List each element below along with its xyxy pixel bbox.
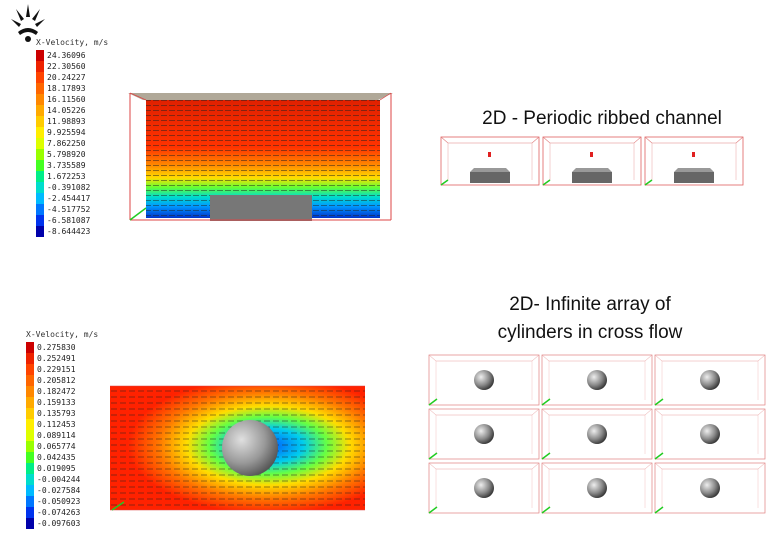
cylinder: [222, 420, 278, 476]
channel-rib: [210, 195, 312, 221]
bottom-legend-label: 0.112453: [37, 420, 76, 429]
bottom-legend-label: 0.205812: [37, 376, 76, 385]
top-legend-label: 1.672253: [47, 172, 86, 181]
bottom-legend-swatch: [26, 463, 34, 474]
top-legend-label: 11.98893: [47, 117, 86, 126]
top-legend-swatch: [36, 160, 44, 171]
top-legend-label: -2.454417: [47, 194, 91, 203]
top-legend-label: 20.24227: [47, 73, 86, 82]
top-legend-label: 18.17893: [47, 84, 86, 93]
channel-top-wall: [128, 93, 393, 100]
top-legend-swatch: [36, 116, 44, 127]
bottom-legend-swatch: [26, 386, 34, 397]
top-legend-label: -4.517752: [47, 205, 91, 214]
bottom-legend-label: 0.065774: [37, 442, 76, 451]
top-legend-swatch: [36, 149, 44, 160]
bottom-legend-label: 0.089114: [37, 431, 76, 440]
periodic-ribbed-channel-schematic: [440, 136, 744, 186]
bottom-legend-swatch: [26, 485, 34, 496]
top-legend-label: 24.36096: [47, 51, 86, 60]
university-logo: [11, 4, 45, 42]
bottom-legend-label: 0.159133: [37, 398, 76, 407]
top-legend-swatch: [36, 61, 44, 72]
bottom-legend-label: -0.004244: [37, 475, 81, 484]
bottom-legend-title: X-Velocity, m/s: [26, 330, 99, 339]
top-legend-swatch: [36, 204, 44, 215]
top-legend-swatch: [36, 182, 44, 193]
top-heading: 2D - Periodic ribbed channel: [482, 108, 722, 129]
bottom-legend-label: 0.252491: [37, 354, 76, 363]
top-legend-swatch: [36, 226, 44, 237]
cylinder-array-schematic: [428, 354, 766, 514]
bottom-legend-label: -0.050923: [37, 497, 81, 506]
bottom-legend-label: 0.135793: [37, 409, 76, 418]
bottom-legend-swatch: [26, 518, 34, 529]
top-legend-label: 5.798920: [47, 150, 86, 159]
top-legend-label: -6.581087: [47, 216, 91, 225]
top-legend-label: 7.862250: [47, 139, 86, 148]
bottom-legend-swatch: [26, 507, 34, 518]
bottom-legend-label: 0.229151: [37, 365, 76, 374]
bottom-legend-label: 0.019095: [37, 464, 76, 473]
bottom-legend-swatch: [26, 364, 34, 375]
top-legend-label: -8.644423: [47, 227, 91, 236]
bottom-legend-swatch: [26, 397, 34, 408]
top-legend-label: 9.925594: [47, 128, 86, 137]
bottom-legend-swatch: [26, 419, 34, 430]
bottom-heading-line1: 2D- Infinite array of: [509, 294, 671, 315]
top-legend-label: 3.735589: [47, 161, 86, 170]
top-legend-swatch: [36, 193, 44, 204]
top-legend-swatch: [36, 105, 44, 116]
cylinder-array-contour: [110, 385, 365, 511]
top-legend-swatch: [36, 50, 44, 61]
top-legend-swatch: [36, 72, 44, 83]
top-legend-swatch: [36, 127, 44, 138]
bottom-legend-swatch: [26, 496, 34, 507]
bottom-heading-line2: cylinders in cross flow: [497, 322, 683, 343]
bottom-legend-label: 0.042435: [37, 453, 76, 462]
top-legend-label: 22.30560: [47, 62, 86, 71]
top-legend-label: -0.391082: [47, 183, 91, 192]
bottom-legend-label: 0.182472: [37, 387, 76, 396]
top-legend-swatch: [36, 83, 44, 94]
bottom-legend-label: -0.027584: [37, 486, 81, 495]
top-legend-swatch: [36, 94, 44, 105]
top-legend-swatch: [36, 171, 44, 182]
top-legend-label: 14.05226: [47, 106, 86, 115]
bottom-legend-swatch: [26, 441, 34, 452]
bottom-legend-label: 0.275830: [37, 343, 76, 352]
bottom-legend-swatch: [26, 408, 34, 419]
bottom-colorbar: 0.275830 0.252491 0.229151 0.205812 0.182472…: [26, 342, 126, 529]
top-legend-swatch: [36, 138, 44, 149]
top-colorbar: 24.36096 22.30560 20.24227 18.17893 16.11560…: [36, 50, 136, 237]
bottom-legend-label: -0.074263: [37, 508, 81, 517]
bottom-legend-swatch: [26, 375, 34, 386]
top-legend-swatch: [36, 215, 44, 226]
bottom-legend-swatch: [26, 474, 34, 485]
top-legend-title: X-Velocity, m/s: [36, 38, 109, 47]
ribbed-channel-contour: [128, 92, 393, 221]
bottom-legend-swatch: [26, 430, 34, 441]
top-legend-label: 16.11560: [47, 95, 86, 104]
bottom-legend-swatch: [26, 452, 34, 463]
bottom-legend-swatch: [26, 353, 34, 364]
bottom-legend-swatch: [26, 342, 34, 353]
bottom-legend-label: -0.097603: [37, 519, 81, 528]
